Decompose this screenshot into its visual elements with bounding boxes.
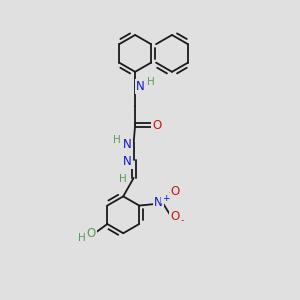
Text: -: - <box>181 216 184 225</box>
Text: N: N <box>123 138 132 151</box>
Text: O: O <box>171 184 180 197</box>
Text: N: N <box>123 155 132 168</box>
Text: O: O <box>87 227 96 240</box>
Text: N: N <box>136 80 145 93</box>
Text: H: H <box>78 233 85 243</box>
Text: O: O <box>170 210 179 223</box>
Text: +: + <box>162 194 170 203</box>
Text: H: H <box>119 173 127 184</box>
Text: O: O <box>152 118 161 131</box>
Text: H: H <box>147 77 154 87</box>
Text: N: N <box>154 196 163 209</box>
Text: H: H <box>113 135 121 145</box>
